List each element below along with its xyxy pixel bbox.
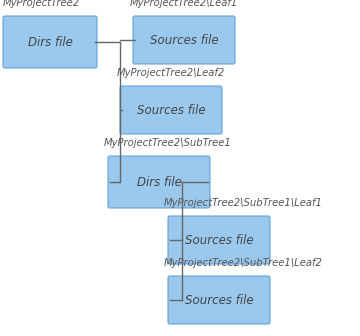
Text: Sources file: Sources file [137,103,205,117]
FancyBboxPatch shape [133,16,235,64]
Text: MyProjectTree2: MyProjectTree2 [3,0,80,8]
FancyBboxPatch shape [120,86,222,134]
Text: Dirs file: Dirs file [28,36,72,48]
Text: Sources file: Sources file [185,294,253,306]
Text: MyProjectTree2\SubTree1\Leaf1: MyProjectTree2\SubTree1\Leaf1 [164,198,323,208]
Text: Sources file: Sources file [185,234,253,247]
FancyBboxPatch shape [108,156,210,208]
Text: MyProjectTree2\SubTree1\Leaf2: MyProjectTree2\SubTree1\Leaf2 [164,258,323,268]
Text: Dirs file: Dirs file [136,175,181,188]
Text: MyProjectTree2\SubTree1: MyProjectTree2\SubTree1 [104,138,232,148]
FancyBboxPatch shape [168,276,270,324]
Text: MyProjectTree2\Leaf1: MyProjectTree2\Leaf1 [130,0,238,8]
Text: Sources file: Sources file [150,34,218,46]
FancyBboxPatch shape [168,216,270,264]
Text: MyProjectTree2\Leaf2: MyProjectTree2\Leaf2 [117,68,225,78]
FancyBboxPatch shape [3,16,97,68]
